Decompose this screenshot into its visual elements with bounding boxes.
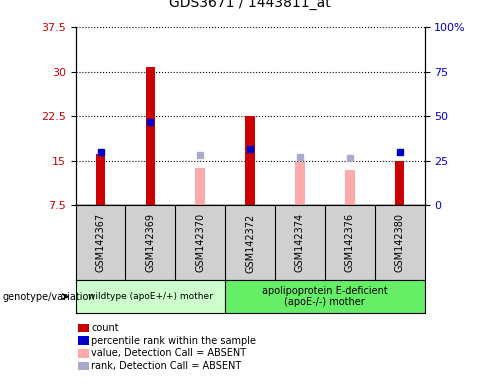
Bar — [245, 116, 255, 205]
Bar — [225, 280, 425, 313]
Bar — [76, 280, 225, 313]
Text: GDS3671 / 1443811_at: GDS3671 / 1443811_at — [169, 0, 331, 10]
Text: GSM142374: GSM142374 — [295, 214, 305, 272]
Text: GSM142376: GSM142376 — [345, 214, 355, 272]
Bar — [395, 161, 405, 205]
Bar — [345, 170, 355, 205]
Text: GSM142372: GSM142372 — [245, 213, 255, 273]
Text: percentile rank within the sample: percentile rank within the sample — [91, 336, 256, 346]
Bar — [196, 168, 205, 205]
Text: GSM142380: GSM142380 — [395, 214, 405, 272]
Text: apolipoprotein E-deficient
(apoE-/-) mother: apolipoprotein E-deficient (apoE-/-) mot… — [262, 286, 388, 308]
Text: GSM142369: GSM142369 — [145, 214, 155, 272]
Text: count: count — [91, 323, 119, 333]
Text: value, Detection Call = ABSENT: value, Detection Call = ABSENT — [91, 348, 246, 358]
Text: genotype/variation: genotype/variation — [2, 291, 95, 302]
Text: wildtype (apoE+/+) mother: wildtype (apoE+/+) mother — [88, 292, 213, 301]
Bar — [96, 154, 105, 205]
Text: GSM142367: GSM142367 — [96, 214, 105, 272]
Bar — [295, 162, 305, 205]
Text: GSM142370: GSM142370 — [195, 214, 205, 272]
Text: rank, Detection Call = ABSENT: rank, Detection Call = ABSENT — [91, 361, 242, 371]
Bar — [145, 67, 155, 205]
